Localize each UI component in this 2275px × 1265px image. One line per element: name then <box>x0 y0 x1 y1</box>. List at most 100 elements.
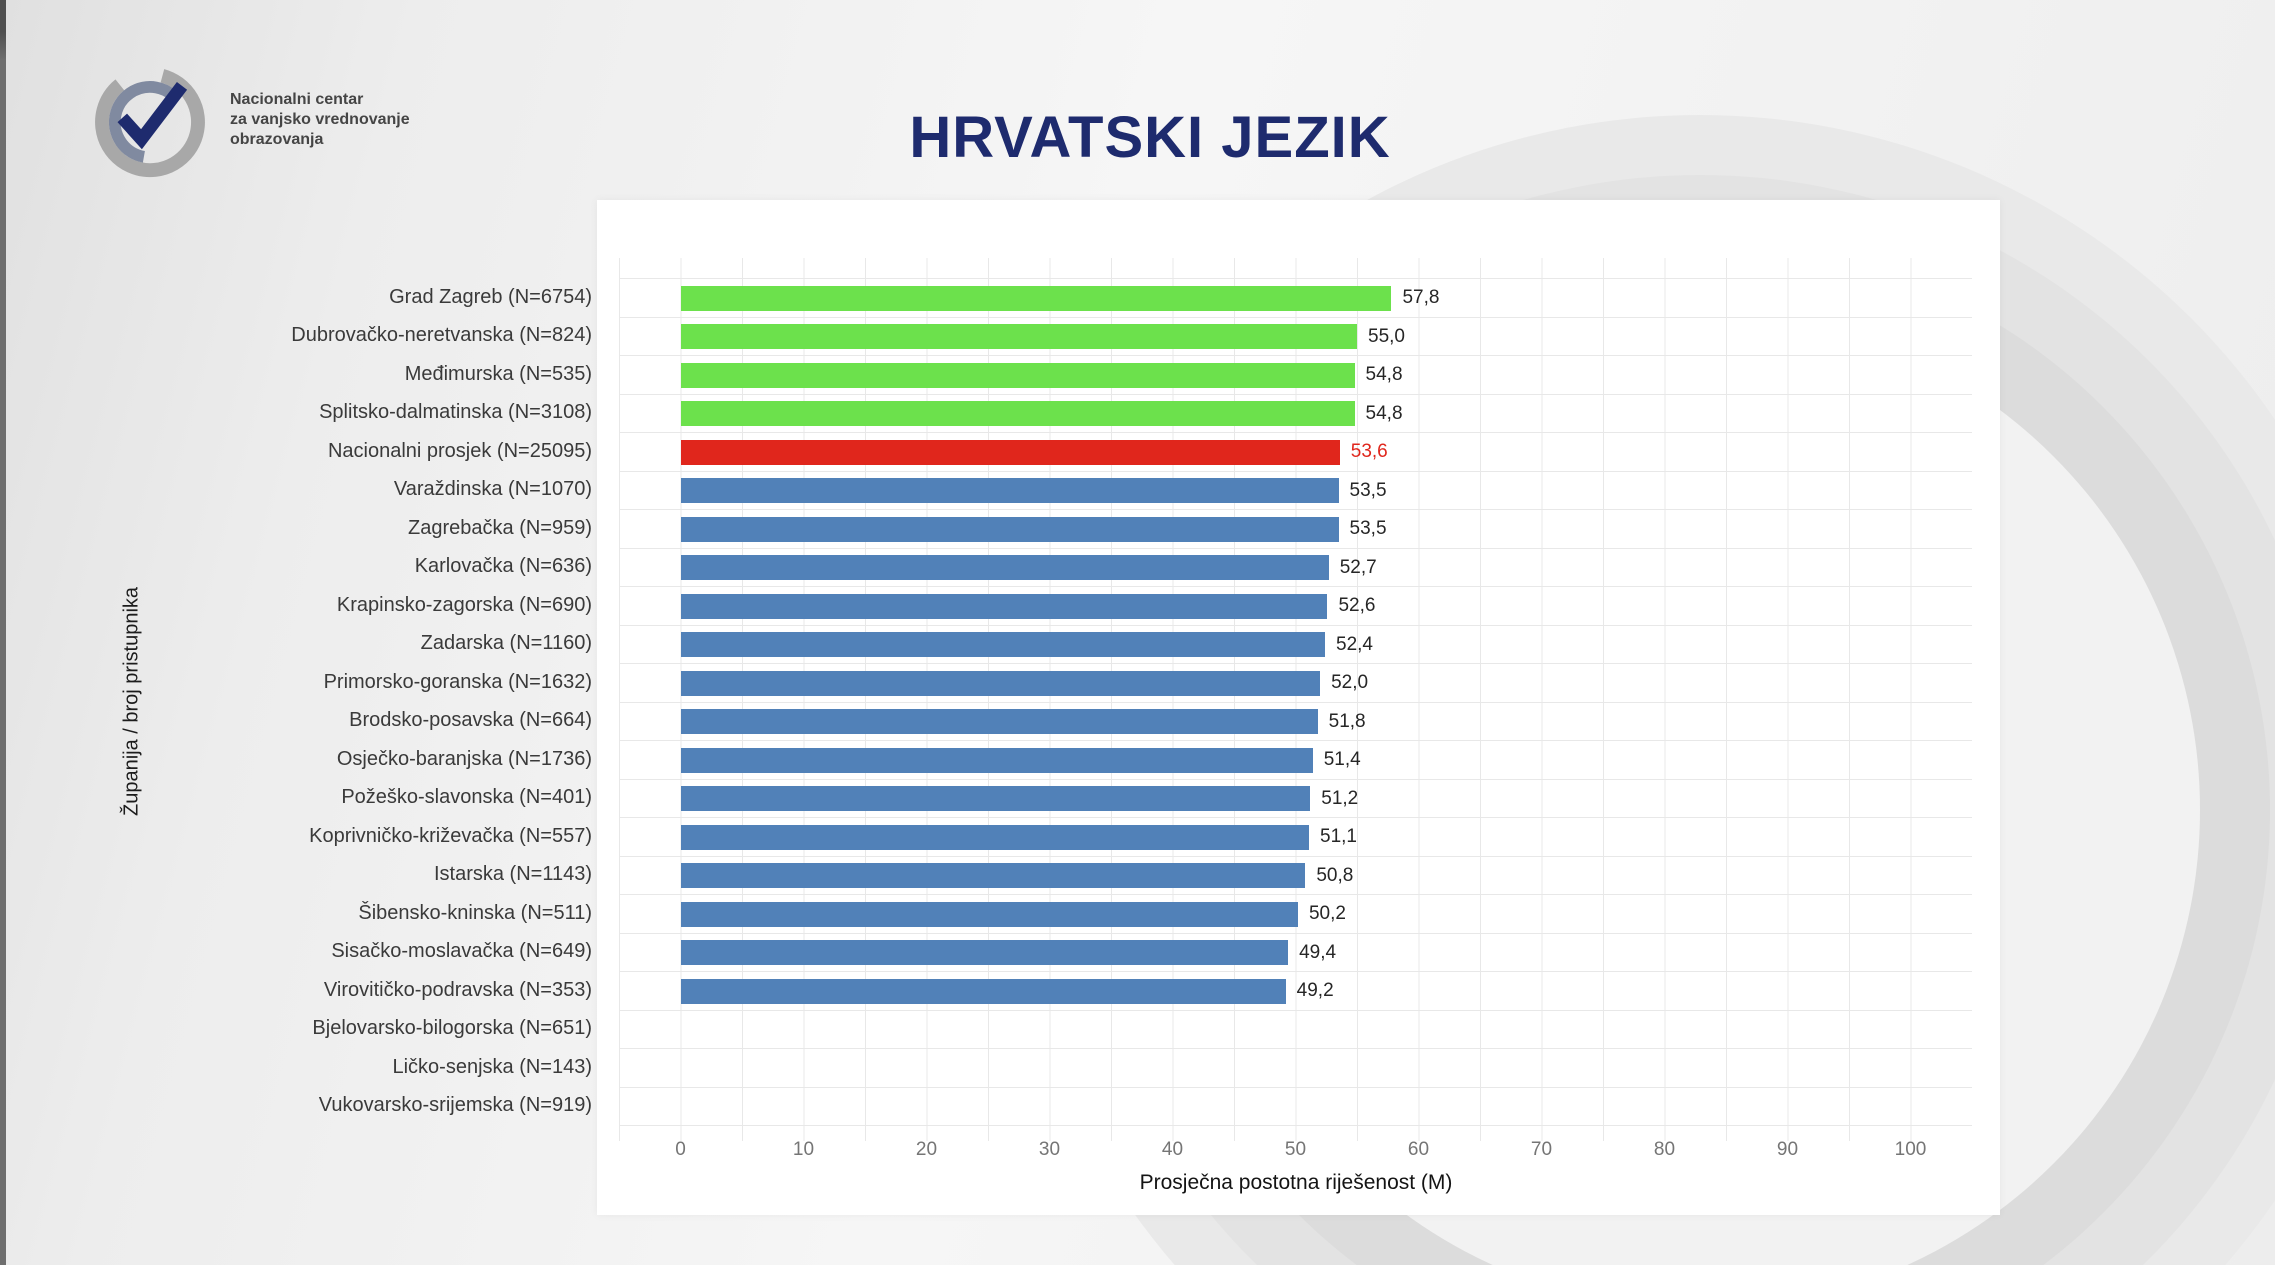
bar-value-label: 50,2 <box>1308 903 1346 925</box>
bar-blue <box>680 786 1311 811</box>
x-tick-label: 0 <box>675 1139 686 1160</box>
bar-value-label: 51,4 <box>1323 749 1361 771</box>
chart-row: 54,8 <box>619 356 1972 395</box>
bar-green <box>680 285 1392 311</box>
slide-title: HRVATSKI JEZIK <box>909 105 1391 170</box>
chart-row <box>619 1088 1972 1126</box>
category-label: Dubrovačko-neretvanska (N=824) <box>291 324 592 347</box>
bar-green <box>680 324 1357 349</box>
bar-value-label: 51,8 <box>1328 710 1366 732</box>
left-edge-strip <box>0 0 6 1265</box>
bar-green <box>680 362 1355 388</box>
plot-area: 57,8 55,0 54,8 54,8 53,6 53,5 53,5 52,7 52,6 52,4… <box>619 278 1972 1126</box>
x-tick-label: 70 <box>1530 1139 1553 1160</box>
logo-text-line2: za vanjsko vrednovanje <box>230 111 410 128</box>
bar-value-label: 51,2 <box>1321 787 1359 809</box>
category-label: Krapinsko-zagorska (N=690) <box>336 593 592 616</box>
bar-blue <box>680 516 1339 542</box>
category-label: Osječko-baranjska (N=1736) <box>336 747 592 770</box>
chart-row: 51,4 <box>619 741 1972 780</box>
chart-row: 49,4 <box>619 934 1972 972</box>
x-tick-label: 100 <box>1894 1139 1927 1160</box>
x-tick-label: 10 <box>792 1139 815 1160</box>
chart-row: 53,5 <box>619 510 1972 549</box>
chart-row: 53,5 <box>619 472 1972 510</box>
x-tick-label: 80 <box>1653 1139 1676 1160</box>
x-tick-label: 60 <box>1407 1139 1430 1160</box>
x-axis-tick-labels: 0 10 20 30 40 50 60 70 80 90 100 <box>619 1139 1972 1165</box>
x-tick-label: 90 <box>1776 1139 1799 1160</box>
bar-value-label: 53,5 <box>1349 518 1387 540</box>
x-tick-label: 30 <box>1038 1139 1061 1160</box>
category-label: Istarska (N=1143) <box>433 863 592 886</box>
bar-value-label: 54,8 <box>1365 364 1403 386</box>
bar-blue <box>680 593 1328 619</box>
bar-value-label: 51,1 <box>1320 826 1357 848</box>
bar-blue <box>680 940 1289 965</box>
category-label: Šibensko-kninska (N=511) <box>358 901 592 924</box>
category-label: Međimurska (N=535) <box>404 362 592 385</box>
x-tick-label: 20 <box>915 1139 938 1160</box>
chart-row: 50,2 <box>619 895 1972 934</box>
bar-value-label: 52,0 <box>1331 672 1369 694</box>
bar-value-label: 57,8 <box>1402 287 1440 309</box>
bar-blue <box>680 670 1321 696</box>
category-label: Koprivničko-križevačka (N=557) <box>309 824 592 847</box>
bar-value-label: 54,8 <box>1365 402 1403 424</box>
bar-red <box>680 439 1340 465</box>
chart-row <box>619 1011 1972 1049</box>
category-label: Grad Zagreb (N=6754) <box>389 285 592 308</box>
x-tick-label: 40 <box>1161 1139 1184 1160</box>
ncvvo-logo-text: Nacionalni centar za vanjsko vrednovanje… <box>230 90 410 150</box>
category-label: Varaždinska (N=1070) <box>393 478 592 501</box>
chart-row: 50,8 <box>619 857 1972 895</box>
bar-blue <box>680 863 1306 888</box>
x-tick-label: 50 <box>1284 1139 1307 1160</box>
category-label: Splitsko-dalmatinska (N=3108) <box>319 401 592 424</box>
bar-value-label: 52,6 <box>1338 595 1376 617</box>
bar-blue <box>680 632 1326 657</box>
category-label: Zagrebačka (N=959) <box>408 516 592 539</box>
chart-row <box>619 1049 1972 1088</box>
bar-blue <box>680 901 1298 927</box>
chart-row: 51,1 <box>619 818 1972 857</box>
chart-row: 52,0 <box>619 664 1972 703</box>
category-label: Primorsko-goranska (N=1632) <box>323 670 592 693</box>
chart-row: 52,6 <box>619 587 1972 626</box>
bar-value-label: 55,0 <box>1368 325 1405 347</box>
category-label: Brodsko-posavska (N=664) <box>349 709 592 732</box>
category-label: Karlovačka (N=636) <box>414 555 592 578</box>
bar-value-label: 50,8 <box>1316 864 1354 886</box>
x-axis-bottom-ticks <box>619 1126 1972 1141</box>
ncvvo-logo: Nacionalni centar za vanjsko vrednovanje… <box>86 56 410 184</box>
bar-value-label: 53,6 <box>1350 441 1388 463</box>
x-axis-top-ticks <box>619 258 1972 278</box>
logo-text-line3: obrazovanja <box>230 131 324 148</box>
category-label: Bjelovarsko-bilogorska (N=651) <box>312 1017 592 1040</box>
category-label: Požeško-slavonska (N=401) <box>341 786 592 809</box>
chart-row: 52,4 <box>619 626 1972 664</box>
bar-blue <box>680 747 1313 773</box>
bar-blue <box>680 824 1310 850</box>
ncvvo-logo-icon <box>95 67 205 178</box>
bar-blue <box>680 709 1318 734</box>
bar-value-label: 49,2 <box>1296 980 1334 1002</box>
category-label: Vukovarsko-srijemska (N=919) <box>318 1094 592 1117</box>
bar-blue <box>680 478 1339 503</box>
category-axis-labels: Grad Zagreb (N=6754) Dubrovačko-neretvans… <box>90 278 592 1125</box>
bar-value-label: 49,4 <box>1299 941 1337 963</box>
chart-row: 57,8 <box>619 279 1972 318</box>
chart-row: 49,2 <box>619 972 1972 1011</box>
bar-value-label: 52,7 <box>1339 556 1377 578</box>
logo-text-line1: Nacionalni centar <box>230 91 364 108</box>
bar-value-label: 52,4 <box>1336 633 1373 655</box>
category-label: Zadarska (N=1160) <box>420 632 592 655</box>
category-label: Nacionalni prosjek (N=25095) <box>327 439 592 462</box>
chart-row: 55,0 <box>619 318 1972 356</box>
chart-row: 51,8 <box>619 703 1972 741</box>
category-label: Virovitičko-podravska (N=353) <box>323 978 592 1001</box>
bar-value-label: 53,5 <box>1349 479 1387 501</box>
category-label: Sisačko-moslavačka (N=649) <box>331 940 592 963</box>
x-axis-title: Prosječna postotna riješenost (M) <box>1139 1171 1453 1194</box>
